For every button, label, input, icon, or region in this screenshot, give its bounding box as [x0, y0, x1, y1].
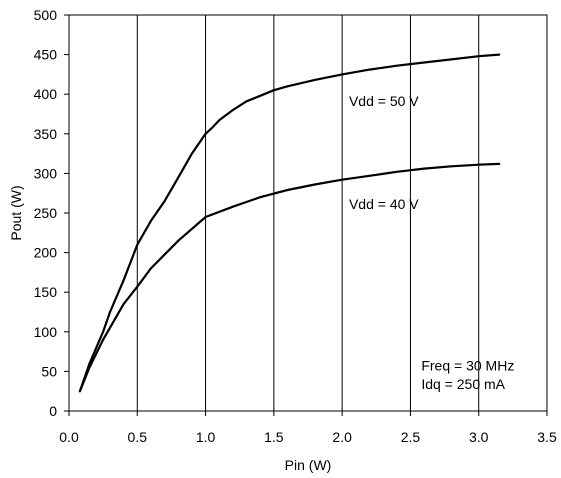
y-tick-label: 250	[34, 205, 58, 221]
y-tick-label: 100	[34, 324, 58, 340]
x-axis-title: Pin (W)	[285, 457, 332, 473]
annotation-vdd-40: Vdd = 40 V	[349, 196, 419, 212]
series-line-vdd-40	[78, 162, 501, 393]
y-tick-label: 0	[49, 403, 57, 419]
x-tick-labels: 0.0 0.5 1.0 1.5 2.0 2.5 3.0 3.5	[59, 429, 557, 445]
y-tick-label: 150	[34, 284, 58, 300]
y-tick-label: 200	[34, 245, 58, 261]
tick-marks	[64, 14, 548, 416]
plot-area	[68, 14, 548, 412]
x-tick-label: 0.5	[128, 429, 148, 445]
x-tick-label: 0.0	[59, 429, 79, 445]
y-tick-label: 350	[34, 126, 58, 142]
y-tick-label: 400	[34, 86, 58, 102]
y-tick-label: 300	[34, 165, 58, 181]
grid	[136, 15, 480, 411]
x-tick-label: 3.0	[469, 429, 489, 445]
x-tick-label: 1.5	[264, 429, 284, 445]
annotation-vdd-50: Vdd = 50 V	[349, 93, 419, 109]
y-tick-label: 450	[34, 47, 58, 63]
x-tick-label: 2.5	[401, 429, 421, 445]
x-tick-label: 1.0	[196, 429, 216, 445]
x-tick-label: 3.5	[537, 429, 557, 445]
series-layer	[78, 53, 501, 393]
y-tick-labels: 0 50 100 150 200 250 300 350 400 450 500	[34, 7, 58, 419]
annotation-idq: Idq = 250 mA	[421, 376, 505, 392]
y-tick-label: 50	[41, 363, 57, 379]
y-tick-label: 500	[34, 7, 58, 23]
x-tick-label: 2.0	[332, 429, 352, 445]
annotation-freq: Freq = 30 MHz	[421, 358, 514, 374]
series-line-vdd-50	[78, 53, 501, 393]
y-axis-title: Pout (W)	[8, 185, 24, 240]
